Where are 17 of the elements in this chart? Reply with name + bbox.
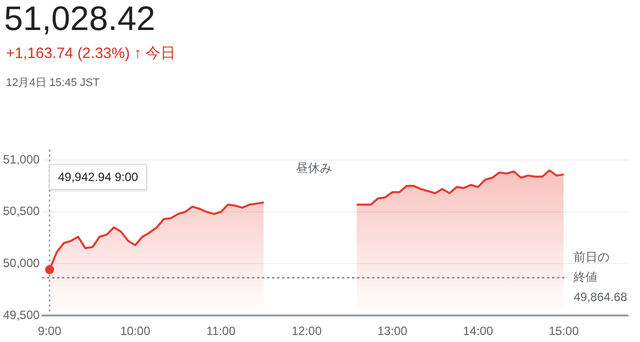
y-tick-label: 50,500: [3, 204, 40, 218]
text: 12月4日 15:45 JST: [6, 76, 100, 90]
x-tick-label: 11:00: [206, 324, 236, 338]
y-tick-label: 49,500: [3, 308, 40, 322]
y-tick-label: 51,000: [3, 152, 40, 166]
annotation: 49,942.94 9:00: [49, 164, 148, 190]
x-tick-label: 10:00: [120, 324, 151, 338]
x-tick-label: 13:00: [377, 324, 408, 338]
x-tick-label: 9:00: [38, 324, 62, 338]
chart-subtitle: +1,163.74 (2.33%) ↑ 今日: [6, 44, 176, 63]
x-tick-label: 14:00: [463, 324, 494, 338]
chart-title: 51,028.42: [4, 0, 156, 39]
x-tick-label: 15:00: [548, 324, 580, 338]
annotation: 昼休み: [296, 160, 332, 177]
y-tick-label: 50,000: [3, 256, 40, 270]
x-tick-label: 12:00: [292, 324, 322, 338]
ref-line-label: 前日の終値49,864.68: [572, 250, 628, 304]
